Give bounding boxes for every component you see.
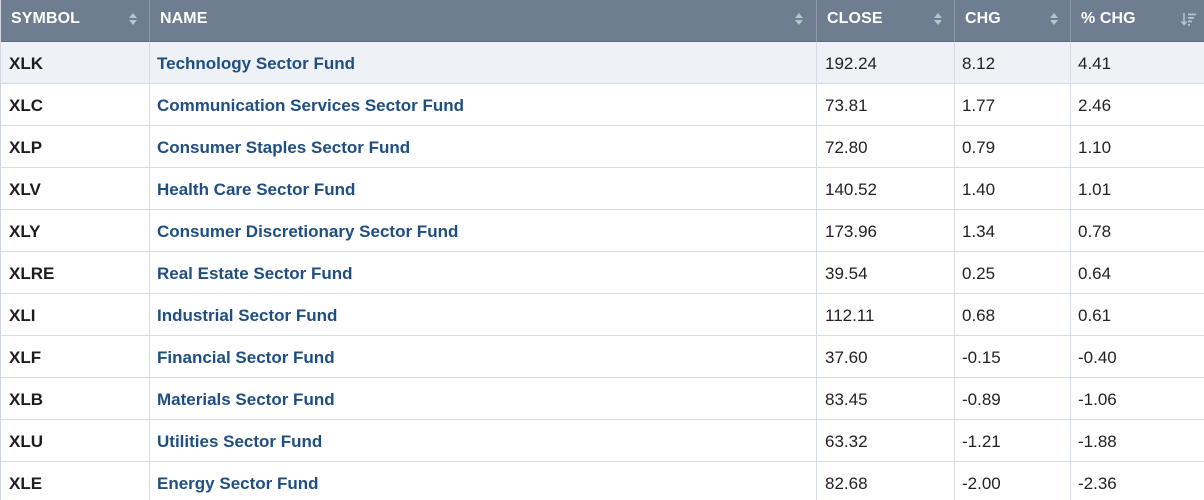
name-cell: Industrial Sector Fund [150,294,817,335]
table-row: XLV Health Care Sector Fund 140.52 1.40 … [1,168,1204,210]
symbol-cell: XLK [1,42,150,83]
fund-name-link[interactable]: Energy Sector Fund [157,474,319,493]
column-header-label: NAME [160,10,208,27]
table-row: XLU Utilities Sector Fund 63.32 -1.21 -1… [1,420,1204,462]
name-cell: Energy Sector Fund [150,462,817,500]
sort-both-icon[interactable] [128,12,138,26]
chg-cell: -0.89 [955,378,1071,419]
close-cell: 192.24 [817,42,955,83]
close-cell: 83.45 [817,378,955,419]
symbol-cell: XLB [1,378,150,419]
name-cell: Materials Sector Fund [150,378,817,419]
chg-cell: 1.77 [955,84,1071,125]
chg-cell: -0.15 [955,336,1071,377]
fund-name-link[interactable]: Consumer Staples Sector Fund [157,138,411,157]
name-cell: Utilities Sector Fund [150,420,817,461]
table-row: XLK Technology Sector Fund 192.24 8.12 4… [1,42,1204,84]
name-cell: Consumer Discretionary Sector Fund [150,210,817,251]
symbol-cell: XLP [1,126,150,167]
symbol-cell: XLC [1,84,150,125]
column-header-label: CHG [965,10,1001,27]
table-body: XLK Technology Sector Fund 192.24 8.12 4… [1,42,1204,500]
pct-chg-cell: 1.01 [1078,180,1112,199]
chg-cell: 1.40 [955,168,1071,209]
close-cell: 140.52 [817,168,955,209]
table-row: XLC Communication Services Sector Fund 7… [1,84,1204,126]
chg-cell: 0.25 [955,252,1071,293]
close-cell: 63.32 [817,420,955,461]
chg-cell: 0.79 [955,126,1071,167]
close-cell: 173.96 [817,210,955,251]
close-cell: 37.60 [817,336,955,377]
pct-chg-cell: 4.41 [1078,54,1112,73]
close-cell: 72.80 [817,126,955,167]
table-row: XLP Consumer Staples Sector Fund 72.80 0… [1,126,1204,168]
chg-cell: 1.34 [955,210,1071,251]
fund-name-link[interactable]: Communication Services Sector Fund [157,96,465,115]
fund-name-link[interactable]: Health Care Sector Fund [157,180,356,199]
close-cell: 82.68 [817,462,955,500]
name-cell: Real Estate Sector Fund [150,252,817,293]
pct-chg-cell: -1.06 [1078,390,1117,409]
symbol-cell: XLU [1,420,150,461]
column-header-name[interactable]: NAME [150,0,817,42]
fund-name-link[interactable]: Technology Sector Fund [157,54,356,73]
symbol-cell: XLY [1,210,150,251]
table-row: XLE Energy Sector Fund 82.68 -2.00 -2.36 [1,462,1204,500]
fund-name-link[interactable]: Consumer Discretionary Sector Fund [157,222,459,241]
sort-both-icon[interactable] [794,12,804,26]
pct-chg-cell: -1.88 [1078,432,1117,451]
symbol-cell: XLI [1,294,150,335]
chg-cell: 0.68 [955,294,1071,335]
chg-cell: -1.21 [955,420,1071,461]
pct-chg-cell: 2.46 [1078,96,1112,115]
symbol-cell: XLRE [1,252,150,293]
sort-both-icon[interactable] [933,12,943,26]
name-cell: Technology Sector Fund [150,42,817,83]
column-header-close[interactable]: CLOSE [817,0,955,42]
fund-name-link[interactable]: Real Estate Sector Fund [157,264,353,283]
column-header-label: SYMBOL [11,10,81,27]
column-header-label: CLOSE [827,10,883,27]
symbol-cell: XLF [1,336,150,377]
pct-chg-cell: 1.10 [1078,138,1112,157]
pct-chg-cell: 0.61 [1078,306,1112,325]
table-row: XLRE Real Estate Sector Fund 39.54 0.25 … [1,252,1204,294]
table-row: XLB Materials Sector Fund 83.45 -0.89 -1… [1,378,1204,420]
sort-descending-icon[interactable] [1181,12,1197,26]
pct-chg-cell: 0.78 [1078,222,1112,241]
column-header-label: % CHG [1081,10,1136,27]
column-header-chg[interactable]: CHG [955,0,1071,42]
close-cell: 39.54 [817,252,955,293]
name-cell: Health Care Sector Fund [150,168,817,209]
fund-name-link[interactable]: Utilities Sector Fund [157,432,323,451]
chg-cell: -2.00 [955,462,1071,500]
name-cell: Consumer Staples Sector Fund [150,126,817,167]
table-header: SYMBOL NAME CLOSE CHG [1,0,1204,42]
pct-chg-cell: -0.40 [1078,348,1117,367]
pct-chg-cell: -2.36 [1078,474,1117,493]
column-header-symbol[interactable]: SYMBOL [1,0,150,42]
fund-name-link[interactable]: Financial Sector Fund [157,348,335,367]
table-row: XLY Consumer Discretionary Sector Fund 1… [1,210,1204,252]
chg-cell: 8.12 [955,42,1071,83]
fund-name-link[interactable]: Materials Sector Fund [157,390,335,409]
close-cell: 73.81 [817,84,955,125]
name-cell: Financial Sector Fund [150,336,817,377]
table-row: XLI Industrial Sector Fund 112.11 0.68 0… [1,294,1204,336]
symbol-cell: XLE [1,462,150,500]
name-cell: Communication Services Sector Fund [150,84,817,125]
pct-chg-cell: 0.64 [1078,264,1112,283]
column-header-pct-chg[interactable]: % CHG [1071,0,1204,42]
symbol-cell: XLV [1,168,150,209]
close-cell: 112.11 [817,294,955,335]
table-row: XLF Financial Sector Fund 37.60 -0.15 -0… [1,336,1204,378]
fund-name-link[interactable]: Industrial Sector Fund [157,306,338,325]
sort-both-icon[interactable] [1049,12,1059,26]
